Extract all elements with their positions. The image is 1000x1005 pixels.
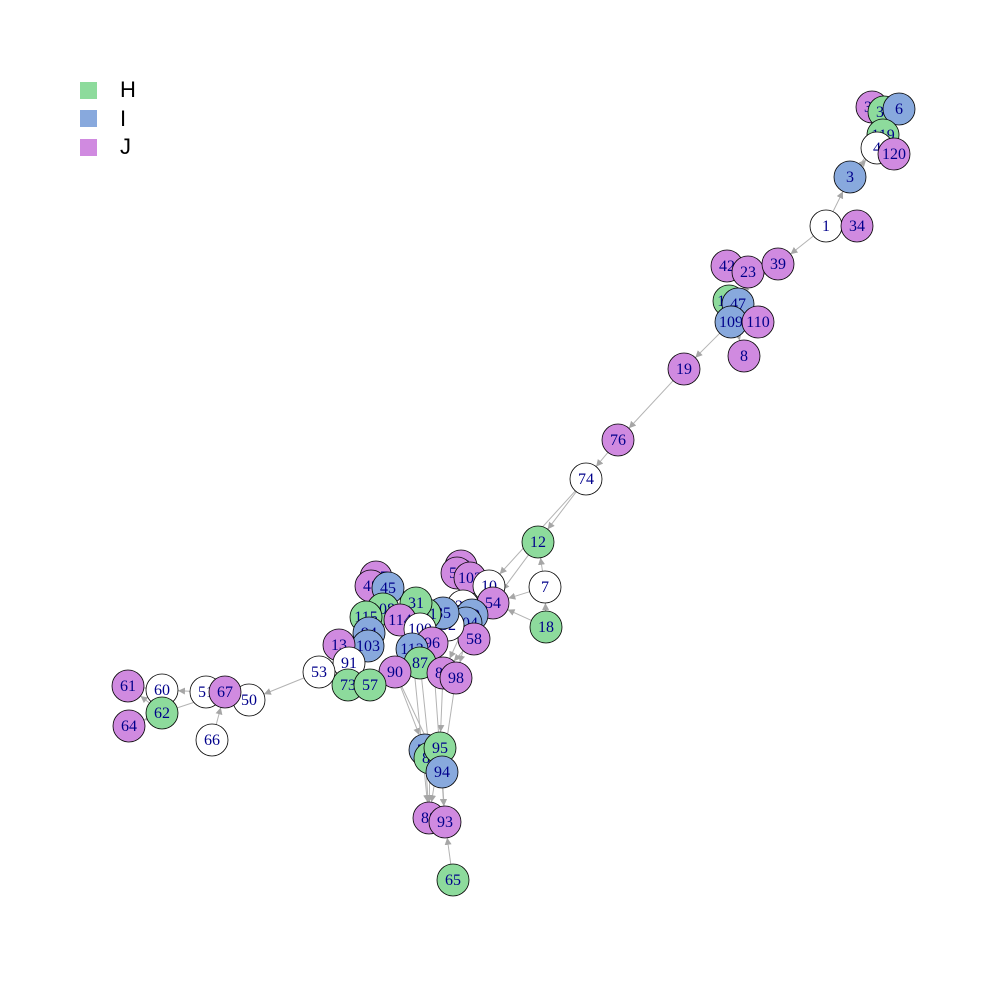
node-23[interactable]: 23 <box>732 256 764 288</box>
node-74[interactable]: 74 <box>570 463 602 495</box>
node-label: 50 <box>241 692 257 709</box>
edge-12-54 <box>503 555 529 590</box>
node-label: 73 <box>340 677 356 694</box>
edge-7-54 <box>508 592 529 599</box>
legend-item-i: I <box>80 105 136 134</box>
node-label: 74 <box>578 471 594 488</box>
legend-label-h: H <box>120 77 136 103</box>
node-18[interactable]: 18 <box>530 611 562 643</box>
node-label: 76 <box>610 432 626 449</box>
legend-item-h: H <box>80 76 136 105</box>
node-label: 3 <box>846 169 854 186</box>
node-65[interactable]: 65 <box>437 864 469 896</box>
node-12[interactable]: 12 <box>522 526 554 558</box>
node-label: 65 <box>445 872 461 889</box>
node-label: 34 <box>849 218 865 235</box>
edge-51-60 <box>178 691 190 692</box>
edge-layer <box>141 106 893 864</box>
edge-74-12 <box>548 492 577 530</box>
node-label: 6 <box>895 101 903 118</box>
edge-19-76 <box>629 381 673 429</box>
node-label: 53 <box>311 664 327 681</box>
node-label: 12 <box>530 534 546 551</box>
node-3[interactable]: 3 <box>834 161 866 193</box>
node-7[interactable]: 7 <box>529 571 561 603</box>
node-8[interactable]: 8 <box>728 340 760 372</box>
node-label: 109 <box>719 314 743 331</box>
node-label: 94 <box>434 764 450 781</box>
node-93[interactable]: 93 <box>429 806 461 838</box>
legend-swatch-j <box>80 139 97 156</box>
edge-66-67 <box>216 707 221 724</box>
node-120[interactable]: 120 <box>878 138 910 170</box>
legend-item-j: J <box>80 133 136 162</box>
node-64[interactable]: 64 <box>113 710 145 742</box>
node-label: 58 <box>466 631 482 648</box>
node-label: 57 <box>362 677 378 694</box>
node-61[interactable]: 61 <box>112 670 144 702</box>
node-label: 90 <box>387 664 403 681</box>
edge-65-93 <box>447 838 451 864</box>
node-label: 93 <box>437 814 453 831</box>
node-110[interactable]: 110 <box>742 306 774 338</box>
node-94[interactable]: 94 <box>426 756 458 788</box>
node-label: 110 <box>746 314 769 331</box>
node-label: 19 <box>676 361 692 378</box>
node-66[interactable]: 66 <box>196 724 228 756</box>
node-label: 120 <box>882 146 906 163</box>
node-76[interactable]: 76 <box>602 424 634 456</box>
node-98[interactable]: 98 <box>440 662 472 694</box>
edge-76-74 <box>596 452 608 466</box>
node-label: 60 <box>154 682 170 699</box>
edge-113-88 <box>414 665 428 802</box>
edge-80-95 <box>441 689 443 732</box>
edge-109-19 <box>695 333 719 357</box>
node-label: 95 <box>432 740 448 757</box>
edge-53-50 <box>264 678 304 694</box>
node-label: 67 <box>217 684 233 701</box>
node-67[interactable]: 67 <box>209 676 241 708</box>
node-62[interactable]: 62 <box>146 697 178 729</box>
node-34[interactable]: 34 <box>841 210 873 242</box>
node-label: 8 <box>740 348 748 365</box>
node-label: 7 <box>541 579 549 596</box>
edge-87-81 <box>422 679 429 742</box>
node-39[interactable]: 39 <box>762 248 794 280</box>
node-label: 18 <box>538 619 554 636</box>
edge-1-39 <box>791 236 814 254</box>
legend-swatch-i <box>80 110 97 127</box>
edge-1-3 <box>833 191 843 211</box>
edge-7-12 <box>541 558 543 571</box>
node-label: 62 <box>154 705 170 722</box>
node-label: 66 <box>204 732 220 749</box>
node-57[interactable]: 57 <box>354 669 386 701</box>
legend-label-i: I <box>120 106 126 132</box>
node-label: 61 <box>120 678 136 695</box>
node-label: 23 <box>740 264 756 281</box>
edge-18-54 <box>508 610 532 621</box>
node-19[interactable]: 19 <box>668 353 700 385</box>
edge-62-64 <box>144 719 147 720</box>
node-layer: 3735611941203134422339112471091108197674… <box>112 91 915 896</box>
node-label: 1 <box>822 218 830 235</box>
node-label: 98 <box>448 670 464 687</box>
node-label: 64 <box>121 718 137 735</box>
legend-label-j: J <box>120 134 131 160</box>
node-53[interactable]: 53 <box>303 656 335 688</box>
legend: H I J <box>80 76 136 162</box>
legend-swatch-h <box>80 82 97 99</box>
node-1[interactable]: 1 <box>810 210 842 242</box>
node-label: 87 <box>412 655 428 672</box>
node-label: 39 <box>770 256 786 273</box>
